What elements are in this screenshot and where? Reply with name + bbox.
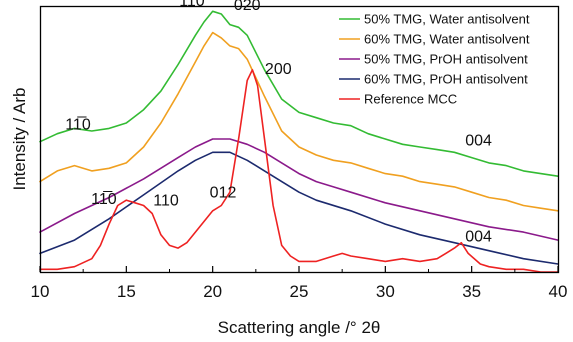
- peak-label: 200: [265, 61, 292, 78]
- peak-label: 11̅0: [91, 190, 117, 208]
- series-line-5: [39, 69, 559, 273]
- legend-label-1: 50% TMG, Water antisolvent: [364, 12, 530, 27]
- peak-label: 11̅0: [65, 116, 91, 134]
- x-tick-label: 15: [117, 282, 136, 301]
- x-tick-label: 35: [462, 282, 481, 301]
- series-line-1: [39, 10, 559, 177]
- series-line-4: [39, 151, 559, 265]
- series-line-2: [39, 31, 559, 212]
- x-axis-ticks: 10 15 20 25 30 35 40: [31, 266, 568, 301]
- peak-label: 110: [153, 193, 179, 210]
- legend-label-3: 50% TMG, PrOH antisolvent: [364, 52, 528, 67]
- peak-label: 110: [179, 0, 205, 10]
- peak-annotations: 110 020 200 11̅0 004 11̅0 110 012 004: [65, 0, 492, 245]
- legend-label-4: 60% TMG, PrOH antisolvent: [364, 72, 528, 87]
- peak-label: 012: [210, 185, 237, 202]
- x-tick-label: 40: [549, 282, 568, 301]
- x-tick-label: 10: [31, 282, 50, 301]
- x-tick-label: 30: [376, 282, 395, 301]
- series-layer: [39, 10, 559, 273]
- legend: 50% TMG, Water antisolvent 60% TMG, Water…: [339, 12, 530, 107]
- y-axis-title: Intensity / Arb: [10, 88, 29, 191]
- x-tick-label: 20: [203, 282, 222, 301]
- peak-label: 020: [234, 0, 261, 14]
- x-tick-label: 25: [290, 282, 309, 301]
- peak-label: 004: [465, 133, 492, 150]
- peak-label: 004: [465, 228, 492, 245]
- series-line-3: [39, 138, 559, 241]
- x-axis-title: Scattering angle /° 2θ: [218, 318, 381, 337]
- legend-label-2: 60% TMG, Water antisolvent: [364, 32, 530, 47]
- plot-frame: [39, 5, 560, 274]
- legend-label-5: Reference MCC: [364, 92, 457, 107]
